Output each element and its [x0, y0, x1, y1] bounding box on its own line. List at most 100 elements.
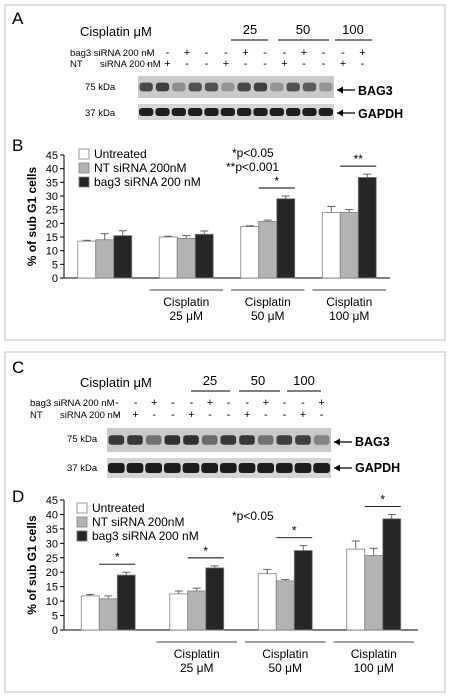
- bag3-arrow-c-head: [334, 438, 340, 446]
- bag3-band: [108, 435, 125, 445]
- sign-nt-lane-10: -: [322, 58, 326, 70]
- bag3-band: [145, 435, 162, 445]
- sign-bag3-lane-2: -: [166, 47, 170, 59]
- y-tick-label: 10: [46, 246, 58, 258]
- bar-bag3-sirna-200-nm-2: [293, 550, 313, 631]
- y-tick-label: 10: [46, 596, 58, 608]
- gapdh-band: [126, 463, 144, 473]
- chart-d: 0 5 10 15 20 25 30 35 40 45 % of sub G1 cells Cispl…: [25, 492, 418, 675]
- bag3-sirna-row-label: bag3 siRNA 200 nM: [70, 48, 155, 59]
- bag3-band-label-c: BAG3: [355, 435, 390, 449]
- bar-nt-sirna-200nm-2: [258, 221, 278, 279]
- legend-swatch: [78, 176, 90, 188]
- bag3-band: [220, 435, 237, 445]
- sign-nt-lane-8: +: [281, 58, 287, 70]
- sign-bag3-lane-8: -: [283, 47, 287, 59]
- significance-star: **: [354, 152, 364, 166]
- sign-bag3-lane-7: -: [227, 397, 231, 409]
- panel-label-d: D: [12, 487, 24, 506]
- nt-row-label-c-b: siRNA 200 nM: [60, 410, 121, 421]
- y-tick-label: 25: [46, 553, 58, 565]
- gapdh-band: [182, 463, 200, 473]
- sign-bag3-lane-1: -: [115, 397, 119, 409]
- gapdh-band: [302, 108, 317, 116]
- y-tick-label: 25: [46, 205, 58, 217]
- sign-nt-lane-7: -: [227, 409, 231, 421]
- sign-bag3-lane-6: +: [242, 47, 248, 59]
- sign-nt-lane-9: -: [264, 409, 268, 421]
- y-tick-label: 30: [46, 538, 58, 550]
- bag3-band: [183, 435, 199, 445]
- sign-bag3-lane-6: +: [207, 397, 213, 409]
- sign-nt-lane-5: +: [223, 58, 229, 70]
- significance-star: *: [380, 492, 385, 506]
- gapdh-band: [164, 463, 181, 473]
- category-label: Cisplatin: [174, 647, 220, 661]
- sign-nt-lane-5: +: [188, 409, 194, 421]
- sign-nt-lane-12: -: [361, 58, 365, 70]
- bag3-band: [164, 435, 181, 445]
- sign-bag3-lane-12: +: [359, 47, 365, 59]
- sign-nt-lane-1: -: [115, 409, 119, 421]
- sign-nt-lane-11: +: [300, 409, 306, 421]
- cisplatin-label-c: Cisplatin μM: [80, 375, 152, 390]
- category-label: 50 μM: [268, 661, 302, 675]
- panel-label-c: C: [12, 358, 24, 377]
- sign-bag3-lane-9: +: [301, 47, 307, 59]
- bar-untreated-1: [158, 236, 178, 279]
- bag3-arrow-head: [337, 86, 343, 94]
- bar-untreated-0: [77, 240, 97, 279]
- gapdh-band: [313, 463, 330, 473]
- bag3-band: [319, 82, 333, 92]
- y-tick-label: 30: [46, 191, 58, 203]
- nt-row-label-a: NT: [70, 59, 83, 70]
- gapdh-arrow-head: [337, 109, 343, 117]
- sign-bag3-lane-12: +: [318, 397, 324, 409]
- sign-bag3-lane-5: -: [190, 397, 194, 409]
- y-tick-label: 5: [52, 259, 58, 271]
- legend-swatch: [76, 502, 88, 514]
- bottom-blot-signs: - - + - - + - - + - - +- + - - + - - + - - + -: [115, 397, 325, 421]
- bag3-band: [172, 82, 186, 92]
- bar-bag3-sirna-200-nm-3: [357, 177, 377, 279]
- legend-label: Untreated: [92, 501, 145, 515]
- gapdh-band: [269, 108, 284, 116]
- dose-label-25-c: 25: [203, 373, 217, 388]
- sign-nt-lane-4: -: [171, 409, 175, 421]
- sign-bag3-lane-10: -: [283, 397, 287, 409]
- bar-untreated-2: [240, 226, 260, 279]
- top-blot-signs: - - + - - + - - + - - +- + - - + - - + - - + -: [146, 47, 366, 70]
- y-tick-label: 40: [46, 509, 58, 521]
- bottom-panel-frame: [4, 351, 446, 693]
- sign-nt-lane-12: -: [320, 409, 324, 421]
- gapdh-band: [220, 463, 237, 473]
- bar-bag3-sirna-200-nm-2: [276, 198, 296, 279]
- y-tick-label: 40: [46, 164, 58, 176]
- bottom-western-blot: [107, 428, 331, 478]
- dose-label-50-c: 50: [251, 373, 265, 388]
- bar-nt-sirna-200nm-0: [98, 598, 118, 631]
- significance-star: *: [115, 550, 120, 564]
- bar-untreated-3: [321, 211, 341, 279]
- gapdh-band: [257, 463, 274, 473]
- sign-nt-lane-8: +: [244, 409, 250, 421]
- gapdh-arrow-c-head: [334, 464, 340, 472]
- panel-label-a: A: [12, 9, 24, 28]
- kda-75-label-c: 75 kDa: [67, 434, 98, 445]
- legend-swatch: [76, 530, 88, 542]
- bag3-band: [286, 82, 300, 92]
- gapdh-band: [238, 463, 256, 473]
- gapdh-band: [204, 108, 219, 116]
- bag3-band: [201, 435, 218, 445]
- y-axis-label: % of sub G1 cells: [25, 166, 39, 266]
- y-tick-label: 45: [46, 495, 58, 507]
- bag3-sirna-row-label-c: bag3 siRNA 200 nM: [30, 398, 115, 409]
- category-label: 50 μM: [251, 309, 285, 323]
- bar-bag3-sirna-200-nm-0: [113, 235, 133, 279]
- blot-membrane-bag3: [138, 76, 334, 98]
- bar-untreated-0: [80, 595, 100, 631]
- blot-membrane-gapdh: [138, 104, 334, 120]
- sign-bag3-lane-8: -: [245, 397, 249, 409]
- gapdh-band: [276, 463, 293, 473]
